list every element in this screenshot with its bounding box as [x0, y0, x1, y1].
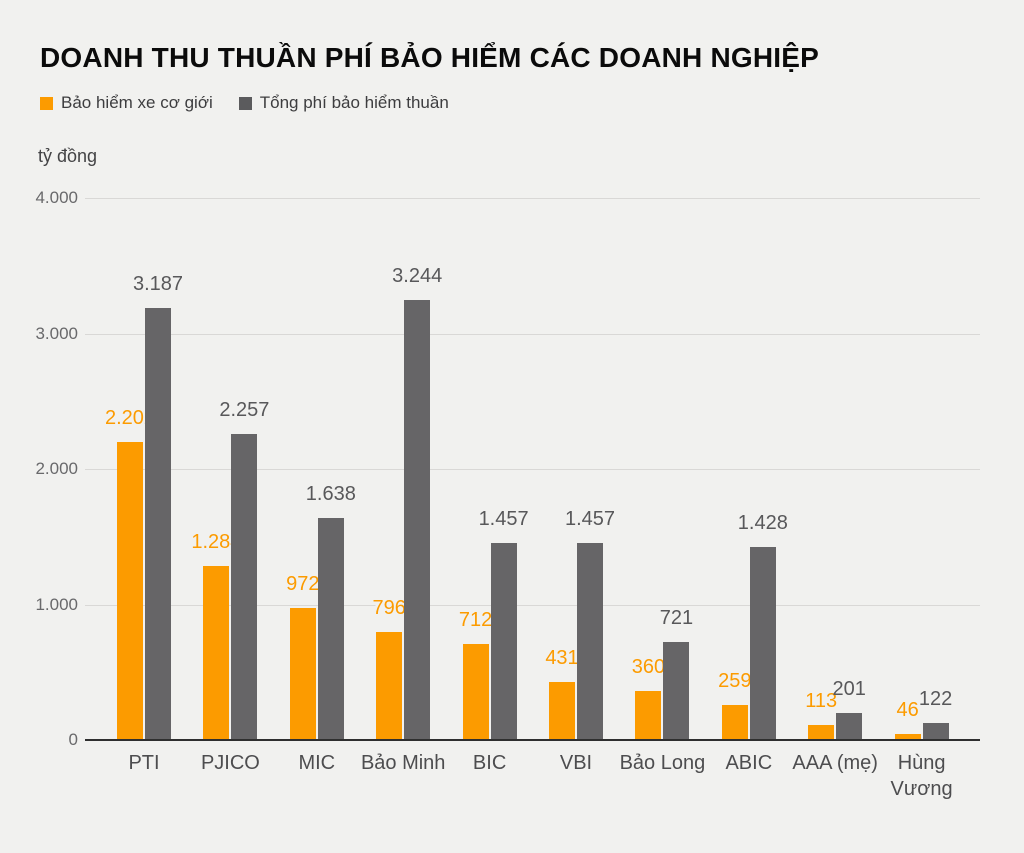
bar-total-premium-4 [404, 300, 431, 740]
legend-label: Tổng phí bảo hiểm thuần [259, 93, 449, 112]
x-axis-category-label: AAA (mẹ) [792, 752, 878, 774]
value-label-total-premium: 122 [918, 688, 953, 711]
bar-motor-insurance-7 [635, 691, 662, 740]
bar-total-premium-7 [663, 642, 690, 740]
value-label-total-premium: 1.457 [564, 507, 616, 530]
legend-swatch-icon [40, 96, 53, 110]
bar-motor-insurance-8 [721, 704, 748, 740]
y-axis-tick-label: 1.000 [35, 594, 78, 614]
value-label-motor-insurance: 113 [805, 689, 838, 712]
x-axis-category-label: VBI [559, 752, 593, 774]
value-label-motor-insurance: 46 [896, 698, 919, 721]
x-axis-baseline [85, 739, 980, 741]
bar-total-premium-8 [749, 546, 776, 740]
value-label-total-premium: 721 [659, 607, 694, 630]
value-label-motor-insurance: 712 [458, 608, 493, 631]
value-label-total-premium: 1.428 [737, 511, 788, 534]
gridline [85, 604, 980, 606]
bar-motor-insurance-2 [203, 566, 230, 740]
bar-motor-insurance-9 [808, 724, 835, 740]
bar-total-premium-1 [145, 308, 171, 740]
value-label-total-premium: 3.187 [132, 273, 184, 296]
x-axis-category-label: PJICO [200, 752, 260, 774]
value-label-total-premium: 3.244 [392, 265, 443, 288]
value-label-motor-insurance: 796 [372, 597, 406, 620]
x-axis-category-label: BIC [472, 752, 507, 774]
bar-motor-insurance-3 [289, 608, 316, 740]
bar-total-premium-2 [231, 434, 258, 740]
bar-total-premium-9 [836, 712, 863, 740]
bar-total-premium-5 [490, 542, 517, 740]
legend-item-motor-insurance: Bảo hiểm xe cơ giới [40, 93, 213, 113]
y-axis-tick-label: 3.000 [35, 323, 78, 343]
y-axis-tick-label: 4.000 [35, 188, 78, 207]
bar-motor-insurance-4 [376, 632, 403, 740]
value-label-total-premium: 1.638 [305, 483, 356, 506]
x-axis-category-label: Bảo Long [619, 752, 706, 774]
x-axis-category-label: Hùng Vương [890, 752, 953, 800]
legend-label: Bảo hiểm xe cơ giới [61, 93, 213, 112]
legend-item-total-net-premium: Tổng phí bảo hiểm thuần [238, 93, 449, 113]
gridline [85, 333, 980, 335]
value-label-motor-insurance: 2.202 [104, 406, 156, 429]
value-label-total-premium: 201 [832, 677, 866, 700]
legend-swatch-icon [238, 96, 252, 110]
value-label-motor-insurance: 259 [718, 669, 752, 692]
y-axis-tick-label: 2.000 [35, 459, 78, 478]
x-axis-category-label: MIC [298, 752, 336, 774]
gridline [85, 198, 980, 199]
x-axis-category-label: ABIC [725, 752, 773, 774]
value-label-motor-insurance: 1.284 [191, 531, 242, 554]
y-axis-tick-label: 0 [68, 730, 78, 749]
x-axis-category-label: PTI [128, 752, 160, 774]
chart-title: DOANH THU THUẦN PHÍ BẢO HIỂM CÁC DOANH N… [40, 42, 819, 73]
bar-motor-insurance-6 [549, 681, 575, 740]
plot-area: 2.202 3.187 1.284 2.257 972 1.638 796 3.244 712 1… [85, 198, 980, 741]
gridline [85, 469, 980, 470]
x-axis-category-label: Bảo Minh [360, 752, 446, 774]
y-axis-unit-label: tỷ đồng [38, 146, 98, 166]
bar-motor-insurance-1 [117, 441, 143, 740]
bar-total-premium-6 [577, 542, 603, 740]
bar-total-premium-10 [922, 723, 949, 740]
bar-total-premium-3 [317, 518, 344, 740]
bar-motor-insurance-10 [894, 733, 921, 740]
bar-motor-insurance-5 [462, 643, 489, 740]
value-label-total-premium: 2.257 [219, 399, 270, 422]
legend: Bảo hiểm xe cơ giới Tổng phí bảo hiểm thu… [40, 93, 449, 113]
value-label-total-premium: 1.457 [478, 507, 529, 530]
value-label-motor-insurance: 360 [631, 656, 666, 679]
value-label-motor-insurance: 972 [286, 573, 320, 596]
value-label-motor-insurance: 431 [545, 646, 579, 669]
